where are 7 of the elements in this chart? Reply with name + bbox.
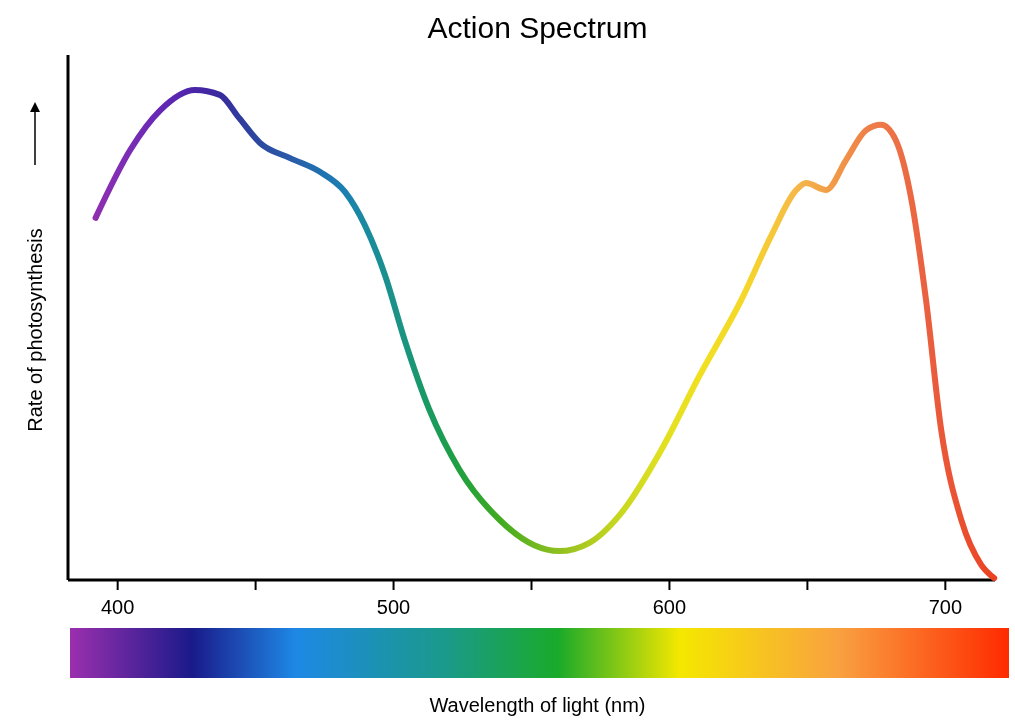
chart-title: Action Spectrum	[427, 11, 648, 44]
y-axis-title: Rate of photosynthesis	[24, 228, 46, 432]
x-axis-title: Wavelength of light (nm)	[429, 694, 646, 716]
x-tick-label: 600	[652, 596, 687, 618]
x-tick-label: 400	[100, 596, 135, 618]
x-tick-label: 700	[928, 596, 963, 618]
x-tick-label: 500	[376, 596, 411, 618]
